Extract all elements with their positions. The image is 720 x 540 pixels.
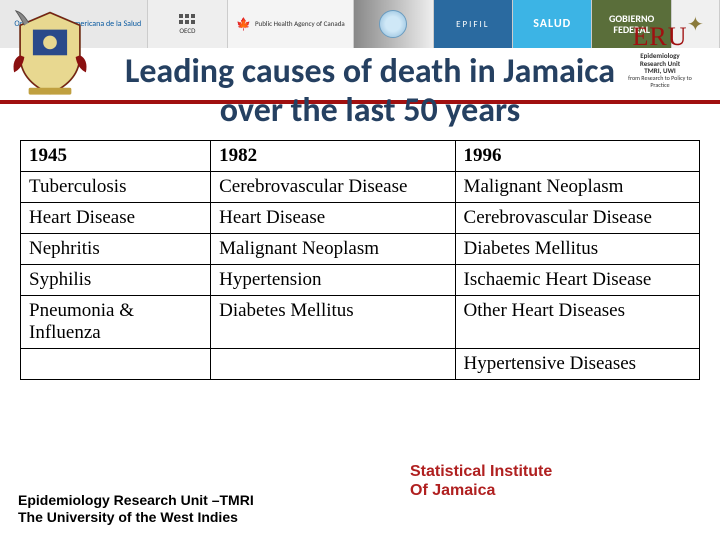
cell: Diabetes Mellitus bbox=[211, 296, 455, 349]
cell: Syphilis bbox=[21, 265, 211, 296]
oecd-label: OECD bbox=[179, 26, 195, 35]
year-1945: 1945 bbox=[21, 141, 211, 172]
logo-epifil: EPIFIL bbox=[434, 0, 513, 48]
cell: Malignant Neoplasm bbox=[455, 172, 699, 203]
eru-title: ERU bbox=[614, 22, 706, 52]
phac-label: Public Health Agency of Canada bbox=[255, 20, 345, 28]
oecd-icon: OECD bbox=[179, 14, 195, 35]
year-1996: 1996 bbox=[455, 141, 699, 172]
table-row: Pneumonia & Influenza Diabetes Mellitus … bbox=[21, 296, 700, 349]
cell: Other Heart Diseases bbox=[455, 296, 699, 349]
cell: Malignant Neoplasm bbox=[211, 234, 455, 265]
cell: Hypertension bbox=[211, 265, 455, 296]
cell: Hypertensive Diseases bbox=[455, 349, 699, 380]
footer-attribution: Epidemiology Research Unit –TMRI The Uni… bbox=[18, 492, 254, 526]
cell: Cerebrovascular Disease bbox=[455, 203, 699, 234]
logo-bar: Organización Panamericana de la Salud OE… bbox=[0, 0, 720, 48]
cell: Ischaemic Heart Disease bbox=[455, 265, 699, 296]
source-line1: Statistical Institute bbox=[410, 462, 552, 481]
cell: Diabetes Mellitus bbox=[455, 234, 699, 265]
table-row: Nephritis Malignant Neoplasm Diabetes Me… bbox=[21, 234, 700, 265]
cell: Cerebrovascular Disease bbox=[211, 172, 455, 203]
logo-oecd: OECD bbox=[148, 0, 227, 48]
table-row: Syphilis Hypertension Ischaemic Heart Di… bbox=[21, 265, 700, 296]
table-header-row: 1945 1982 1996 bbox=[21, 141, 700, 172]
footer-line2: The University of the West Indies bbox=[18, 509, 254, 526]
cell: Heart Disease bbox=[211, 203, 455, 234]
canada-flag-icon: 🍁 bbox=[236, 17, 251, 32]
cell: Heart Disease bbox=[21, 203, 211, 234]
cell: Nephritis bbox=[21, 234, 211, 265]
source-citation: Statistical Institute Of Jamaica bbox=[410, 462, 552, 500]
logo-un bbox=[354, 0, 433, 48]
table-row: Tuberculosis Cerebrovascular Disease Mal… bbox=[21, 172, 700, 203]
slide-title: Leading causes of death in Jamaica over … bbox=[0, 48, 720, 130]
table-row: Heart Disease Heart Disease Cerebrovascu… bbox=[21, 203, 700, 234]
globe-icon bbox=[379, 10, 407, 38]
eru-badge: ERU Epidemiology Research Unit TMRI, UWI… bbox=[614, 22, 706, 88]
causes-table: 1945 1982 1996 Tuberculosis Cerebrovascu… bbox=[20, 140, 700, 380]
cell: Tuberculosis bbox=[21, 172, 211, 203]
footer-line1: Epidemiology Research Unit –TMRI bbox=[18, 492, 254, 509]
eru-line5: Practice bbox=[614, 82, 706, 89]
year-1982: 1982 bbox=[211, 141, 455, 172]
source-line2: Of Jamaica bbox=[410, 481, 552, 500]
cell: Pneumonia & Influenza bbox=[21, 296, 211, 349]
cell bbox=[21, 349, 211, 380]
table-row: Hypertensive Diseases bbox=[21, 349, 700, 380]
logo-salud: SALUD bbox=[513, 0, 592, 48]
logo-phac: 🍁 Public Health Agency of Canada bbox=[228, 0, 355, 48]
uwi-crest-icon bbox=[6, 4, 94, 98]
cell bbox=[211, 349, 455, 380]
